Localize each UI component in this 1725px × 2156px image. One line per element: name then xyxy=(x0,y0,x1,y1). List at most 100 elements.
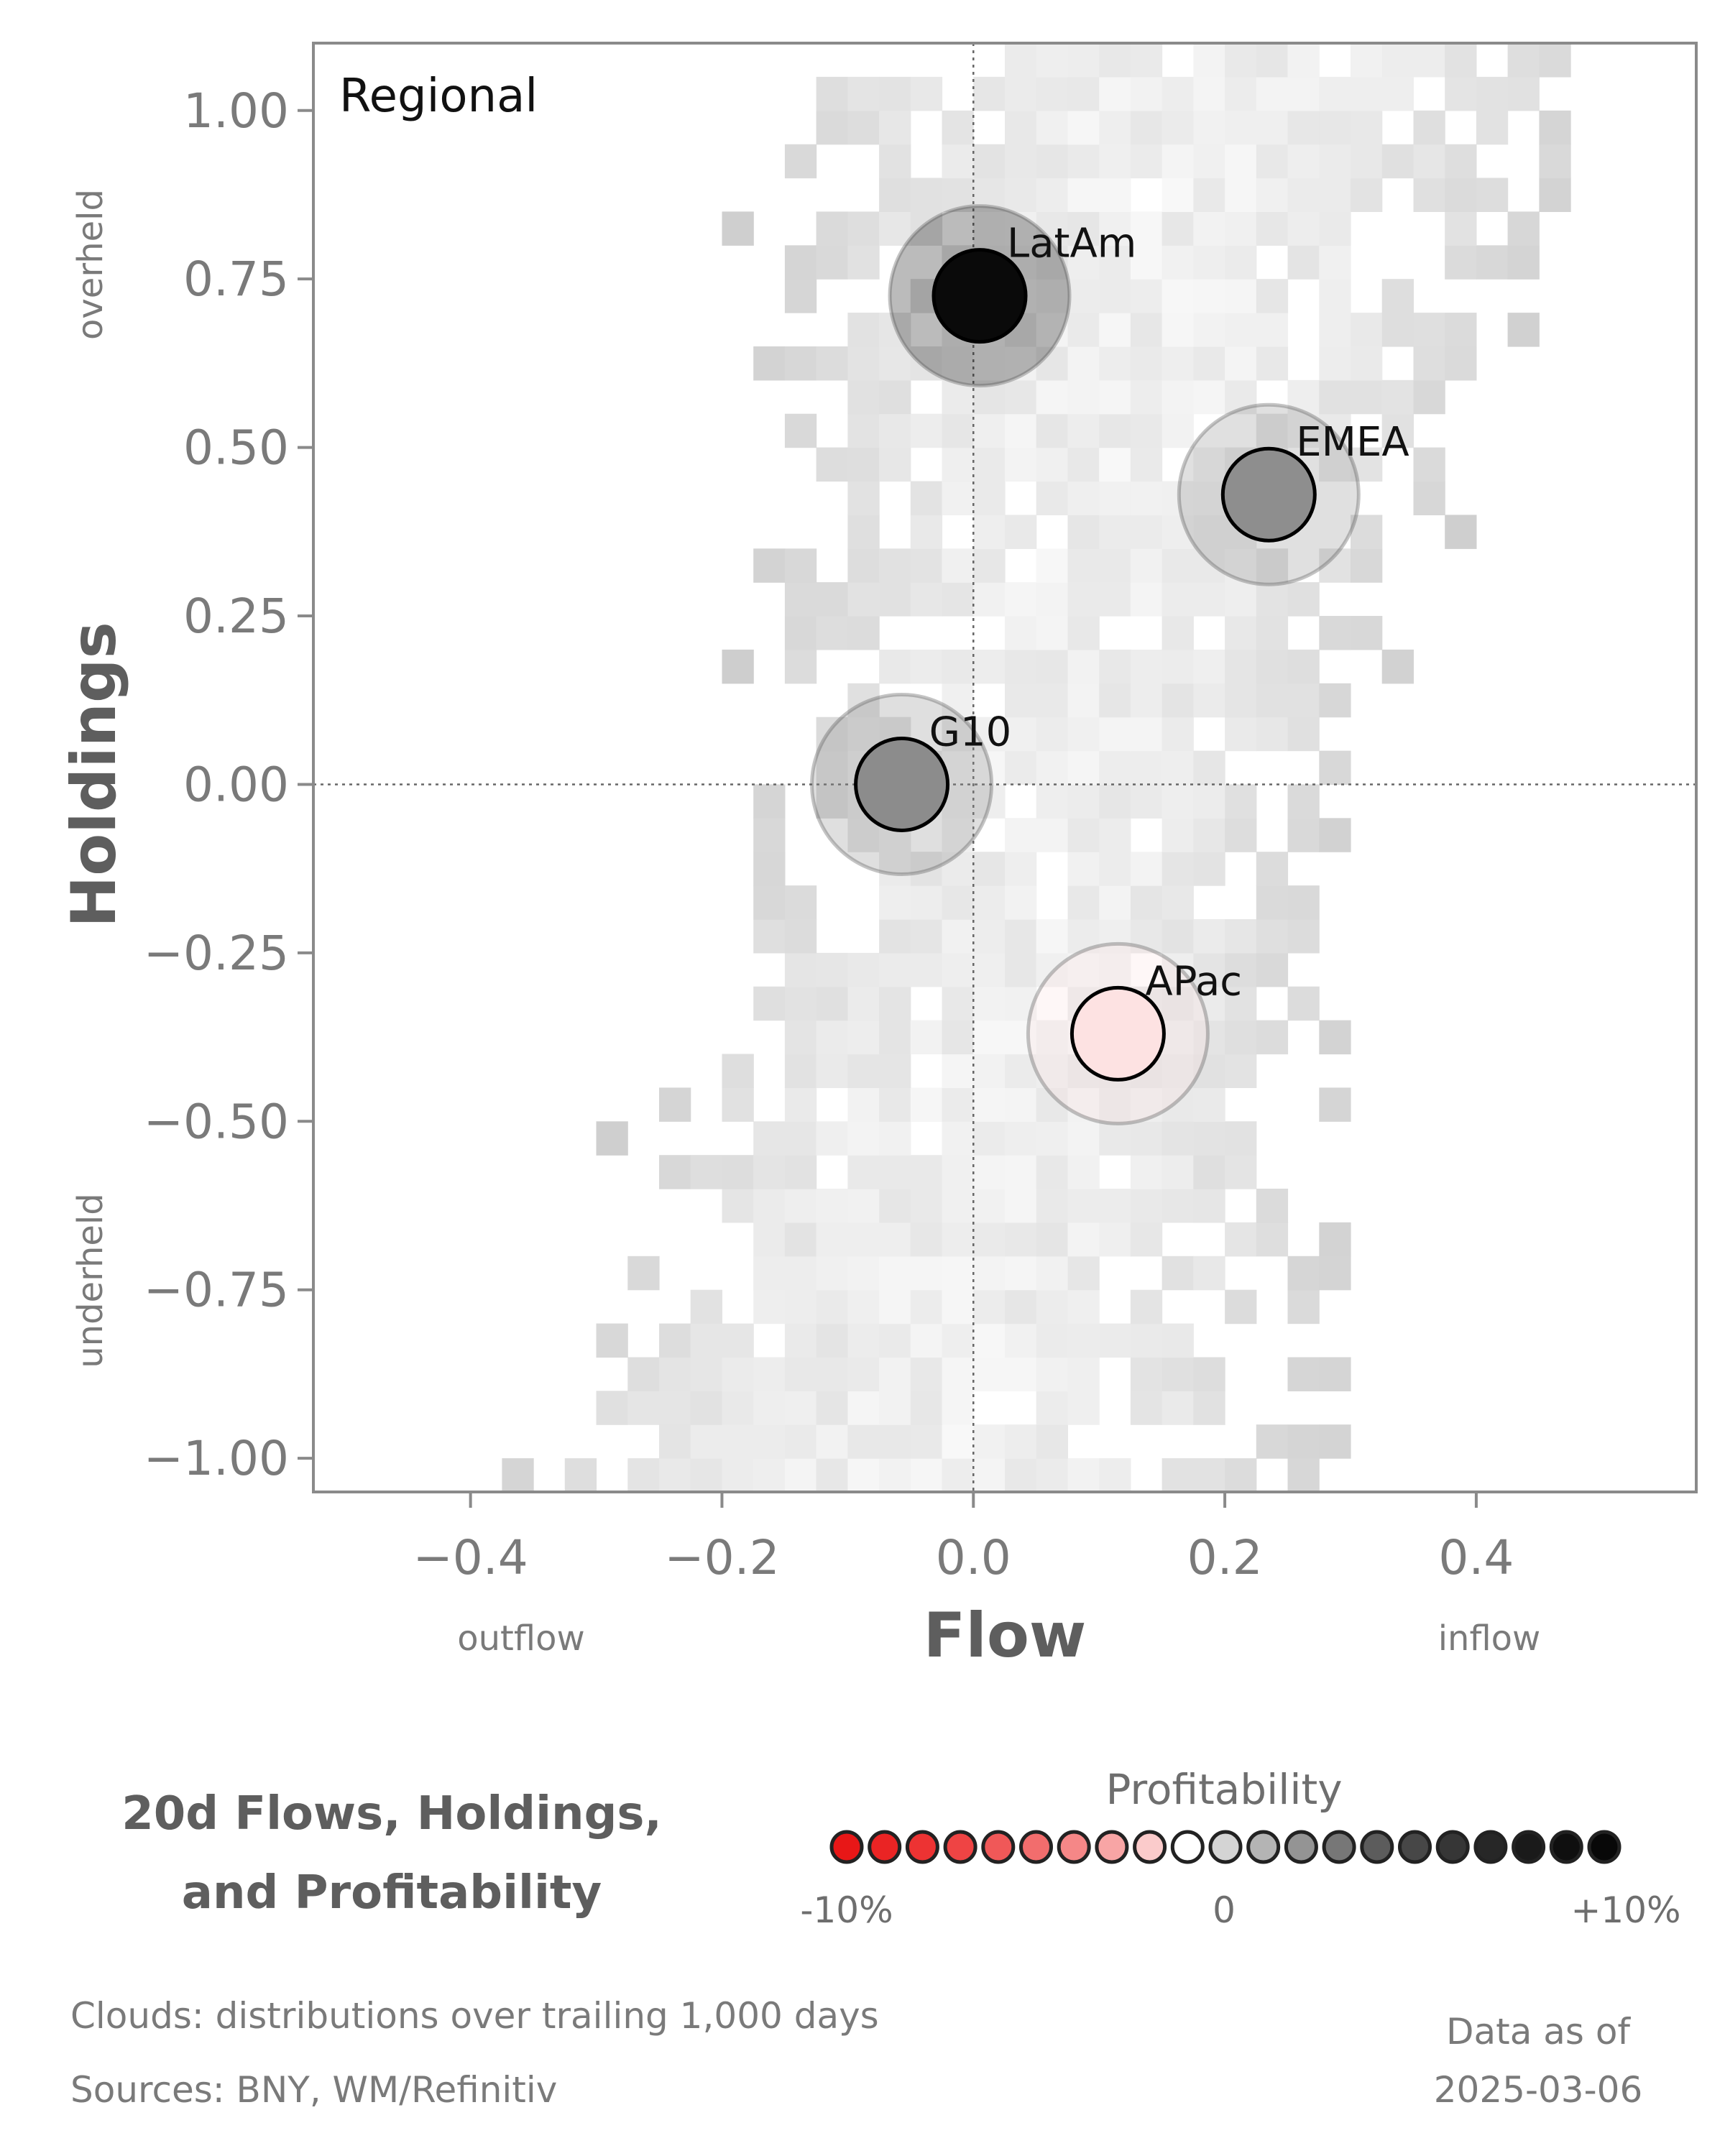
cloud-cell xyxy=(1193,986,1225,1021)
cloud-cell xyxy=(1256,582,1289,617)
cloud-cell xyxy=(1319,1222,1351,1257)
cloud-cell xyxy=(1445,515,1477,549)
cloud-cell xyxy=(816,1054,848,1088)
cloud-cell xyxy=(973,1054,1006,1088)
cloud-cell xyxy=(1193,649,1225,684)
cloud-cell xyxy=(1256,346,1289,381)
cloud-cell xyxy=(1099,245,1131,280)
cloud-cell xyxy=(816,717,848,752)
cloud-cell xyxy=(1067,178,1100,212)
cloud-cell xyxy=(1036,144,1068,179)
cloud-cell xyxy=(973,178,1006,212)
cloud-cell xyxy=(1005,952,1037,987)
cloud-cell xyxy=(1193,582,1225,617)
cloud-cell xyxy=(1005,616,1037,650)
cloud-cell xyxy=(1225,784,1257,819)
region-point[interactable] xyxy=(1070,985,1166,1082)
panel-label: Regional xyxy=(339,70,538,123)
cloud-cell xyxy=(1319,279,1351,313)
cloud-cell xyxy=(1099,1189,1131,1223)
region-label: APac xyxy=(1145,958,1242,1005)
cloud-cell xyxy=(1225,1289,1257,1325)
cloud-cell xyxy=(973,211,1006,246)
cloud-cell xyxy=(1036,279,1068,313)
cloud-cell xyxy=(596,1391,628,1425)
cloud-cell xyxy=(1099,515,1131,549)
cloud-cell xyxy=(879,582,911,617)
cloud-cell xyxy=(784,1323,817,1358)
cloud-cell xyxy=(1099,818,1131,852)
cloud-cell xyxy=(879,919,911,954)
cloud-cell xyxy=(1005,1020,1037,1055)
cloud-cell xyxy=(879,952,911,987)
cloud-cell xyxy=(1067,818,1100,852)
cloud-cell xyxy=(1193,852,1225,886)
cloud-cell xyxy=(910,649,943,684)
cloud-cell xyxy=(1193,1121,1225,1156)
cloud-cell xyxy=(847,76,880,111)
cloud-cell xyxy=(847,582,880,617)
cloud-cell xyxy=(564,1458,597,1493)
cloud-cell xyxy=(1067,1323,1100,1358)
cloud-cell xyxy=(910,548,943,583)
cloud-cell xyxy=(1036,1087,1068,1122)
cloud-cell xyxy=(784,1189,817,1223)
cloud-cell xyxy=(1193,548,1225,583)
cloud-cell xyxy=(942,346,974,381)
cloud-cell xyxy=(973,1424,1006,1459)
cloud-cell xyxy=(910,178,943,212)
cloud-cell xyxy=(1319,379,1351,415)
cloud-cell xyxy=(1381,649,1414,684)
region-point[interactable] xyxy=(932,248,1028,344)
cloud-cell xyxy=(879,1155,911,1189)
cloud-cell xyxy=(1130,245,1163,280)
cloud-cell xyxy=(973,1189,1006,1223)
cloud-cell xyxy=(1005,346,1037,381)
cloud-cell xyxy=(1162,313,1194,347)
cloud-cell xyxy=(1225,649,1257,684)
cloud-cell xyxy=(1005,1155,1037,1189)
cloud-cell xyxy=(1193,346,1225,381)
cloud-cell xyxy=(1445,144,1477,179)
cloud-cell xyxy=(784,1391,817,1425)
cloud-cell xyxy=(1162,76,1194,111)
cloud-cell xyxy=(1162,379,1194,415)
cloud-cell xyxy=(910,852,943,886)
cloud-cell xyxy=(1099,413,1131,448)
region-point[interactable] xyxy=(854,736,950,832)
y-tick-label: −1.00 xyxy=(144,1431,289,1486)
cloud-cell xyxy=(1130,717,1163,752)
cloud-cell xyxy=(1445,245,1477,280)
cloud-cell xyxy=(973,1155,1006,1189)
cloud-cell xyxy=(1193,919,1225,954)
cloud-cell xyxy=(1162,110,1194,145)
cloud-cell xyxy=(1036,110,1068,145)
cloud-cell xyxy=(1130,1289,1163,1325)
cloud-cell xyxy=(1287,649,1320,684)
plot-frame xyxy=(312,42,1698,1493)
cloud-cell xyxy=(973,413,1006,448)
cloud-cell xyxy=(596,1121,628,1156)
cloud-cell xyxy=(847,1189,880,1223)
cloud-cell xyxy=(1099,279,1131,313)
cloud-cell xyxy=(879,986,911,1021)
cloud-cell xyxy=(784,1458,817,1493)
cloud-cell xyxy=(879,110,911,145)
cloud-cell xyxy=(1067,784,1100,819)
cloud-cell xyxy=(1130,379,1163,415)
cloud-cell xyxy=(816,76,848,111)
cloud-cell xyxy=(879,1391,911,1425)
cloud-cell xyxy=(1067,1289,1100,1325)
cloud-cell xyxy=(722,211,754,246)
cloud-cell xyxy=(1256,279,1289,313)
cloud-cell xyxy=(1256,616,1289,650)
cloud-cell xyxy=(942,1357,974,1391)
legend-swatch xyxy=(1057,1830,1091,1864)
cloud-cell xyxy=(1287,683,1320,718)
cloud-cell xyxy=(816,1424,848,1459)
x-high-label: inflow xyxy=(1438,1618,1541,1659)
cloud-cell xyxy=(1413,43,1445,78)
cloud-cell xyxy=(1130,582,1163,617)
region-point[interactable] xyxy=(1220,446,1317,543)
cloud-cell xyxy=(942,885,974,920)
